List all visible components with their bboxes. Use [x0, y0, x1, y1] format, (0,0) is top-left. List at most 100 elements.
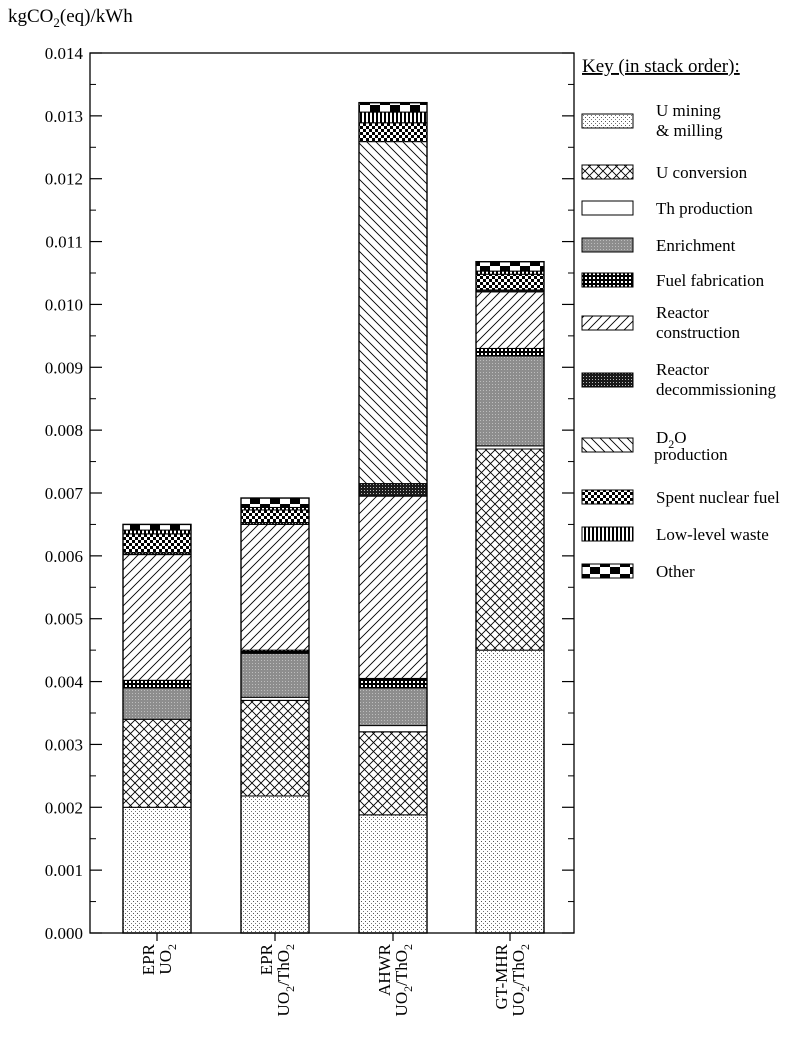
legend-label: Low-level waste — [656, 525, 769, 544]
y-tick-label: 0.000 — [45, 924, 83, 943]
y-tick-label: 0.014 — [45, 44, 84, 63]
legend-item-fuel-fabrication: Fuel fabrication — [581, 271, 765, 290]
legend-swatch — [581, 315, 634, 331]
bar-segment-fuel-fabrication — [122, 679, 192, 689]
legend-label: Reactor — [656, 303, 709, 322]
y-tick-label: 0.013 — [45, 107, 83, 126]
legend-item-u-conversion: U conversion — [581, 163, 748, 182]
x-label-line1: EPR — [139, 943, 158, 975]
bar-segment-enrichment — [240, 652, 310, 698]
legend-swatch — [581, 272, 634, 288]
y-tick-label: 0.004 — [45, 673, 84, 692]
bar-segment-low-level-waste — [122, 529, 192, 535]
bar-segment-other — [122, 523, 192, 531]
legend-label: production — [654, 445, 728, 464]
bar-segment-spent-nuclear-fuel — [475, 273, 545, 291]
bar-segment-fuel-fabrication — [475, 347, 545, 357]
y-tick-label: 0.011 — [45, 233, 83, 252]
x-label-line1: AHWR — [375, 943, 394, 996]
legend-item-u-mining-milling: U mining& milling — [581, 101, 723, 140]
legend-item-low-level-waste: Low-level waste — [581, 525, 769, 544]
bar-segment-th-production — [358, 725, 428, 733]
legend-label: Spent nuclear fuel — [656, 488, 780, 507]
y-axis-title: kgCO2(eq)/kWh — [8, 6, 133, 30]
legend-swatch — [581, 237, 634, 253]
y-tick-label: 0.005 — [45, 610, 83, 629]
bar-segment-spent-nuclear-fuel — [358, 122, 428, 143]
bar-segment-enrichment — [122, 687, 192, 720]
x-label-line2: UO2/ThO2 — [274, 944, 297, 1016]
legend-label: Reactor — [656, 360, 709, 379]
bar-segment-other — [475, 261, 545, 272]
legend-label: & milling — [656, 121, 723, 140]
legend-label: U mining — [656, 101, 721, 120]
bar-segment-u-mining-milling — [122, 806, 192, 934]
legend-swatch — [581, 164, 634, 180]
bar-segment-u-conversion — [358, 731, 428, 816]
x-label-line1: GT-MHR — [492, 943, 511, 1009]
y-tick-label: 0.010 — [45, 295, 83, 314]
bar-segment-u-conversion — [122, 718, 192, 808]
y-axis-ticks: 0.000 0.001 0.002 0.003 0.004 0.005 0.006 0.007… — [45, 44, 574, 943]
bar-segment-u-mining-milling — [240, 795, 310, 934]
x-label-line2: UO2/ThO2 — [509, 944, 532, 1016]
bar-segment-u-conversion — [240, 699, 310, 797]
bar-segment-other — [240, 497, 310, 508]
bar-stacks — [122, 101, 545, 941]
bar-segment-reactor-construction — [240, 523, 310, 651]
bar-segment-d2o-production — [358, 141, 428, 485]
y-tick-label: 0.006 — [45, 547, 83, 566]
plot-frame — [89, 52, 575, 934]
legend-item-enrichment: Enrichment — [581, 236, 736, 255]
legend-title: Key (in stack order): — [582, 56, 740, 77]
svg-text:kgCO2(eq)/kWh: kgCO2(eq)/kWh — [8, 6, 133, 30]
legend-item-other: Other — [581, 562, 695, 581]
legend: Key (in stack order): U mining& millingU… — [581, 56, 780, 581]
bar-segment-low-level-waste — [358, 111, 428, 124]
legend-label: D2O — [656, 428, 687, 451]
bar-segment-reactor-decommissioning — [358, 483, 428, 497]
legend-item-th-production: Th production — [581, 199, 753, 218]
x-label-line1: EPR — [257, 943, 276, 975]
bar-segment-spent-nuclear-fuel — [122, 533, 192, 554]
y-tick-label: 0.001 — [45, 861, 83, 880]
legend-item-spent-nuclear-fuel: Spent nuclear fuel — [581, 488, 780, 507]
legend-label: Fuel fabrication — [656, 271, 765, 290]
bar-segment-u-conversion — [475, 448, 545, 651]
y-tick-label: 0.008 — [45, 421, 83, 440]
legend-swatch — [581, 372, 634, 388]
legend-label: decommissioning — [656, 380, 776, 399]
legend-label: construction — [656, 323, 741, 342]
legend-label: U conversion — [656, 163, 748, 182]
legend-label: Enrichment — [656, 236, 736, 255]
legend-swatch — [581, 437, 634, 453]
bar-segment-u-mining-milling — [358, 814, 428, 934]
x-label-line2: UO2 — [156, 944, 179, 975]
legend-label: Other — [656, 562, 695, 581]
y-tick-label: 0.003 — [45, 735, 83, 754]
bar-segment-reactor-construction — [358, 495, 428, 679]
y-tick-label: 0.002 — [45, 798, 83, 817]
y-tick-label: 0.007 — [45, 484, 84, 503]
bar-segment-fuel-fabrication — [358, 677, 428, 689]
legend-swatch — [581, 200, 634, 216]
bar-segment-enrichment — [475, 355, 545, 447]
bar-segment-other — [358, 102, 428, 113]
bar-segment-enrichment — [358, 687, 428, 727]
bar-segment-u-mining-milling — [475, 649, 545, 934]
bar-segment-reactor-construction — [122, 554, 192, 681]
legend-label: Th production — [656, 199, 753, 218]
y-tick-label: 0.009 — [45, 358, 83, 377]
legend-swatch — [581, 489, 634, 505]
x-label-line2: UO2/ThO2 — [392, 944, 415, 1016]
legend-swatch — [581, 526, 634, 542]
legend-swatch — [581, 563, 634, 579]
